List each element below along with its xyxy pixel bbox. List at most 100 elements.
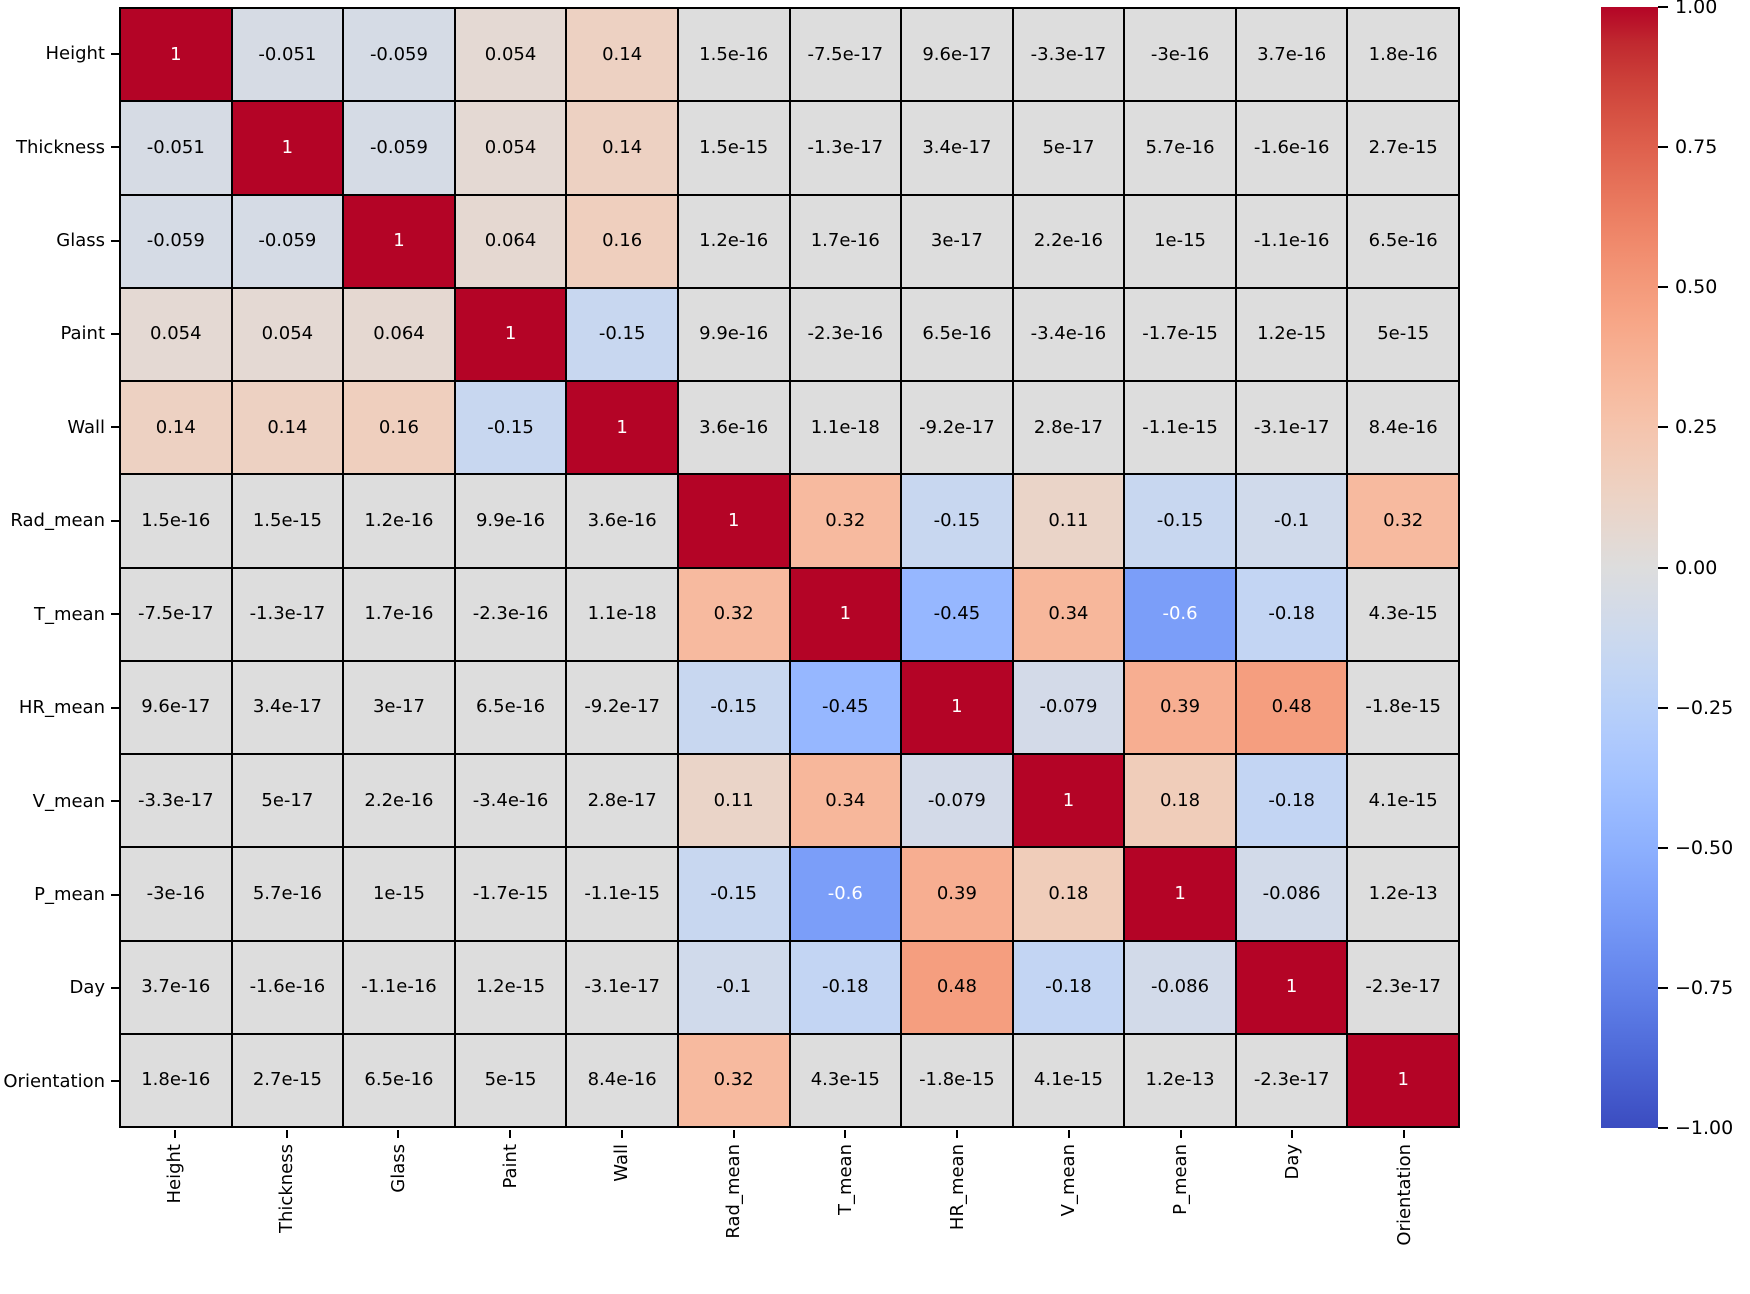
heatmap-cell: -0.059: [232, 195, 343, 287]
colorbar-gradient: [1601, 7, 1658, 1128]
cell-value: -0.15: [710, 696, 757, 718]
colorbar-tick: −0.25: [1658, 697, 1733, 719]
cell-value: -0.6: [827, 882, 863, 904]
cell-value: 5e-15: [1377, 323, 1430, 345]
cell-value: 1.8e-16: [1368, 43, 1438, 65]
cell-value: -7.5e-17: [137, 603, 214, 625]
cell-value: -1.7e-15: [472, 882, 549, 904]
cell-value: 0.11: [713, 789, 754, 811]
cell-value: 1.2e-16: [364, 509, 434, 531]
cell-value: 1: [504, 323, 517, 345]
cell-value: -0.18: [1268, 789, 1315, 811]
cell-value: 5e-15: [484, 1069, 537, 1091]
x-tick-col: Thickness: [231, 1130, 343, 1294]
heatmap-cell: 1: [1125, 848, 1235, 940]
heatmap-cell: 0.16: [344, 382, 454, 474]
cell-value: 8.4e-16: [587, 1069, 657, 1091]
cell-value: 3.4e-17: [922, 136, 992, 158]
heatmap-cell: 1.5e-15: [678, 102, 789, 194]
y-tick-row: Height: [0, 7, 119, 100]
heatmap-cell: -2.3e-17: [1348, 941, 1458, 1033]
y-tick-label: P_mean: [34, 884, 105, 905]
heatmap-cell: 0.11: [1013, 475, 1124, 567]
heatmap-cell: 1: [1348, 1034, 1458, 1126]
x-tick-mark: [1179, 1130, 1182, 1138]
heatmap-cell: 1: [1236, 941, 1347, 1033]
colorbar-tick: 1.00: [1658, 0, 1717, 18]
y-tick-label: Day: [69, 977, 105, 999]
heatmap-cell: -0.051: [232, 9, 343, 101]
heatmap-cell: 0.34: [790, 755, 901, 847]
cell-value: 2.2e-16: [1033, 230, 1103, 252]
cell-value: 1: [1397, 1069, 1409, 1091]
cell-value: -2.3e-16: [807, 323, 884, 345]
x-tick-label: Rad_mean: [723, 1144, 745, 1239]
heatmap-cell: 4.1e-15: [1348, 755, 1458, 847]
x-tick-label: Height: [164, 1144, 186, 1204]
heatmap-cell: 2.2e-16: [1013, 195, 1124, 287]
heatmap-cell: 0.054: [232, 288, 343, 380]
heatmap-cell: 2.7e-15: [232, 1034, 343, 1126]
cell-value: 0.34: [825, 789, 866, 811]
colorbar-tick-mark: [1658, 146, 1668, 149]
x-tick-mark: [173, 1130, 176, 1138]
heatmap-cell: -3.3e-17: [1013, 9, 1124, 101]
colorbar-tick-label: 0.25: [1675, 416, 1718, 439]
heatmap-cell: 5e-15: [1348, 288, 1458, 380]
cell-value: 6.5e-16: [364, 1069, 434, 1091]
x-tick-col: T_mean: [790, 1130, 902, 1294]
y-tick-mark: [111, 893, 119, 896]
cell-value: 3.6e-16: [699, 416, 769, 438]
heatmap-cell: 3.4e-17: [902, 102, 1012, 194]
heatmap-cell: -0.18: [1013, 941, 1124, 1033]
x-tick-col: V_mean: [1013, 1130, 1125, 1294]
x-tick-mark: [285, 1130, 288, 1138]
heatmap-cell: -7.5e-17: [121, 568, 231, 660]
heatmap-cell: -0.15: [567, 288, 677, 380]
cell-value: 1.5e-15: [699, 136, 769, 158]
x-tick-label: V_mean: [1058, 1144, 1080, 1217]
heatmap-cell: 1.5e-16: [121, 475, 231, 567]
y-tick-label: T_mean: [33, 603, 105, 625]
cell-value: 0.14: [602, 43, 643, 65]
heatmap-cell: -0.086: [1125, 941, 1235, 1033]
cell-value: 1.2e-15: [475, 976, 546, 998]
cell-value: 4.1e-15: [1033, 1069, 1103, 1091]
colorbar-tick: 0.75: [1658, 136, 1717, 158]
cell-value: -0.1: [716, 976, 752, 998]
cell-value: 0.39: [1160, 696, 1201, 718]
heatmap-cell: 0.48: [1236, 661, 1347, 753]
heatmap-cell: 2.2e-16: [344, 755, 454, 847]
y-tick-label: Thickness: [16, 136, 105, 158]
cell-value: 1.2e-13: [1368, 882, 1438, 904]
y-tick-mark: [111, 986, 119, 989]
cell-value: 1.7e-16: [364, 603, 434, 625]
x-tick-label: Wall: [611, 1144, 633, 1182]
cell-value: -1.1e-16: [1253, 230, 1330, 252]
heatmap-cell: 1.7e-16: [790, 195, 901, 287]
cell-value: -1.1e-16: [361, 976, 437, 998]
heatmap-cell: -3.1e-17: [567, 941, 677, 1033]
y-tick-row: Day: [0, 941, 119, 1034]
heatmap-cell: 1e-15: [344, 848, 454, 940]
x-tick-col: P_mean: [1125, 1130, 1237, 1294]
heatmap-cell: 6.5e-16: [455, 661, 566, 753]
colorbar-tick: 0.25: [1658, 416, 1717, 438]
cell-value: 0.48: [1271, 696, 1312, 718]
cell-value: 4.1e-15: [1368, 789, 1438, 811]
cell-value: -1.6e-16: [1253, 136, 1330, 158]
cell-value: 4.3e-15: [810, 1069, 880, 1091]
heatmap-cell: -0.18: [1236, 568, 1347, 660]
x-tick-mark: [732, 1130, 735, 1138]
x-tick-label: Thickness: [276, 1144, 298, 1233]
heatmap-cell: -0.059: [344, 9, 454, 101]
heatmap-cell: -2.3e-16: [455, 568, 566, 660]
heatmap-cell: 9.9e-16: [678, 288, 789, 380]
colorbar-tick-label: −0.75: [1675, 976, 1734, 999]
heatmap-cell: -0.15: [455, 382, 566, 474]
cell-value: 1.2e-13: [1145, 1069, 1215, 1091]
heatmap-cell: -0.15: [678, 661, 789, 753]
y-tick-label: HR_mean: [18, 697, 105, 719]
cell-value: -0.059: [146, 230, 205, 252]
cell-value: 1.5e-15: [252, 509, 322, 531]
